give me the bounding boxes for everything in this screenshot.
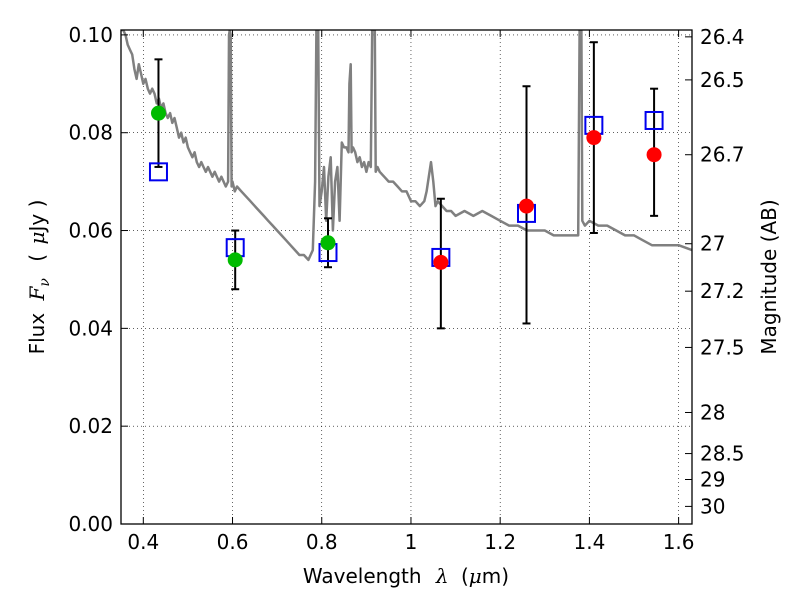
y2-tick-label: 26.5 [700,68,745,92]
y2-tick-label: 27.2 [700,279,745,303]
model-spectrum-line [121,30,692,262]
y2-tick-label: 28 [700,400,725,424]
y-tick-label: 0.06 [68,219,113,243]
y-tick-label: 0.00 [68,512,113,536]
flux-point [518,198,534,214]
x-tick-label: 0.8 [306,530,338,554]
y2-axis: 26.4 26.5 26.7 27 27.2 27.5 28 28.529 30 [685,25,745,518]
y2-tick-label: 26.4 [700,25,745,49]
flux-point [586,130,602,146]
flux-points [150,105,662,270]
flux-point [150,105,166,121]
plot-frame [120,29,693,525]
y2-axis-label: Magnitude (AB) [757,199,781,354]
model-square-marker [644,110,664,130]
x-tick-label: 0.4 [127,530,159,554]
flux-point [646,147,662,163]
y-tick-label: 0.10 [68,23,113,47]
flux-point [433,254,449,270]
model-squares [148,110,664,267]
x-axis: 0.4 0.6 0.8 1 1.2 1.4 1.6 [127,30,695,554]
x-axis-label: Wavelength λ (μm) [303,564,509,588]
y-tick-label: 0.02 [68,414,113,438]
plot-content [121,30,692,330]
x-tick-label: 1.6 [663,530,695,554]
y2-tick-label: 29 [700,467,725,491]
y2-tick-label: 27 [700,232,725,256]
flux-point [320,235,336,251]
x-tick-label: 1 [405,530,418,554]
y-tick-label: 0.08 [68,121,113,145]
y-axis: 0.00 0.02 0.04 0.06 0.08 0.10 [68,23,128,536]
flux-point [227,252,243,268]
model-square-marker [148,162,168,182]
y2-tick-label: 26.7 [700,143,745,167]
y2-tick-label: 28.5 [700,442,745,466]
y-axis-label: Flux Fν ( μJy ) [25,200,54,355]
y-tick-label: 0.04 [68,316,113,340]
y2-tick-label: 27.5 [700,335,745,359]
grid [121,30,692,525]
x-tick-label: 1.2 [484,530,516,554]
x-tick-label: 0.6 [217,530,249,554]
x-tick-label: 1.4 [573,530,605,554]
y2-tick-label: 30 [700,494,725,518]
